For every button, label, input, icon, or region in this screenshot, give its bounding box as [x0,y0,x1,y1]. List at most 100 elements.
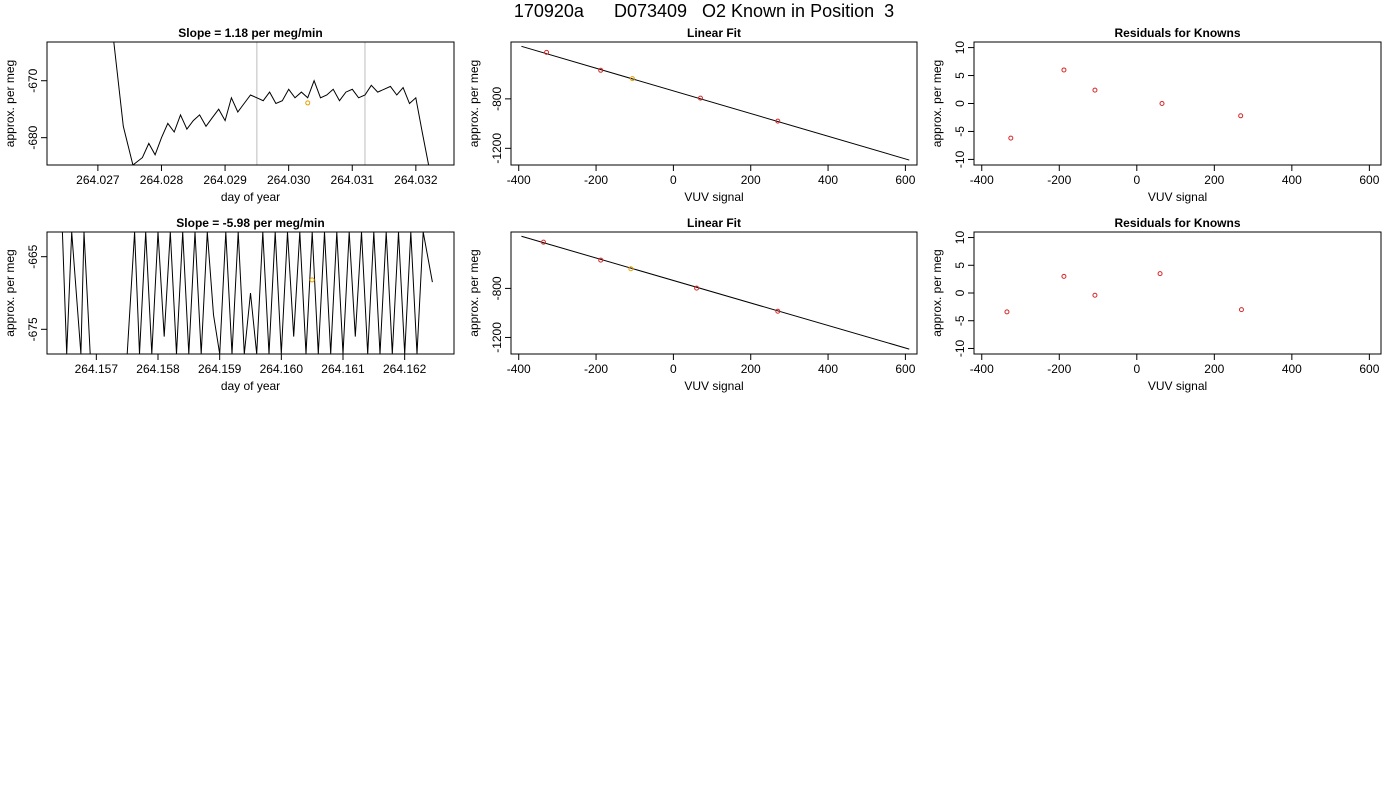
data-point [1004,309,1010,315]
y-tick-label: -800 [490,87,504,111]
panel-residuals-1: Residuals for Knowns VUV signal approx. pe… [930,26,1382,204]
x-tick-label: 400 [818,173,838,187]
plot-frame [46,231,455,355]
data-point [1092,87,1098,93]
y-axis-label: approx. per meg [467,249,481,336]
x-tick-label: 0 [1133,173,1140,187]
panel-title: Residuals for Knowns [1114,26,1240,40]
x-tick-label: 600 [895,362,915,376]
x-axis-label: day of year [221,190,280,204]
data-point [1159,101,1165,106]
panel-title: Slope = 1.18 per meg/min [178,26,322,40]
data-point [544,49,550,55]
fit-line [521,235,910,350]
y-tick-label: 0 [953,289,967,296]
panel-residuals-2: Residuals for Knowns VUV signal approx. pe… [930,216,1382,393]
x-tick-label: 600 [895,173,915,187]
panel-title: Residuals for Knowns [1114,216,1240,230]
x-tick-label: 264.030 [267,173,311,187]
panel-raw-trace-1: Slope = 1.18 per meg/min day of year appro… [3,26,455,204]
x-axis-label: VUV signal [684,379,743,393]
x-axis-label: VUV signal [1148,379,1207,393]
y-axis-label: approx. per meg [930,60,944,147]
y-tick-label: 5 [953,72,967,79]
x-tick-label: 264.028 [140,173,184,187]
y-tick-label: -5 [953,126,967,137]
mean-marker [305,100,311,106]
y-tick-label: -665 [26,244,40,268]
x-tick-label: 200 [741,362,761,376]
x-tick-label: 264.160 [260,362,304,376]
data-trace [113,42,430,165]
y-tick-label: -800 [490,276,504,300]
mean-marker [309,277,315,283]
data-point [1061,273,1067,279]
x-tick-label: 0 [670,362,677,376]
x-axis-label: VUV signal [1148,190,1207,204]
x-tick-label: 0 [1133,362,1140,376]
data-point [1238,307,1244,313]
data-point [775,308,781,314]
data-point [540,239,546,245]
data-point [1092,292,1098,298]
data-point [1008,135,1014,141]
plot-frame [46,41,455,166]
y-axis-label: approx. per meg [3,249,17,336]
x-axis-label: VUV signal [684,190,743,204]
x-tick-label: -200 [584,173,608,187]
page-title: 170920a D073409 O2 Known in Position 3 [513,1,895,21]
y-tick-label: 0 [953,100,967,107]
fit-line [521,45,910,161]
plot-frame [510,231,918,355]
data-point [598,257,604,263]
x-tick-label: 200 [741,173,761,187]
y-axis-label: approx. per meg [930,249,944,336]
data-trace [61,232,433,354]
data-point [629,76,635,82]
x-tick-label: 600 [1359,173,1379,187]
y-tick-label: -670 [26,68,40,92]
x-tick-label: -400 [507,362,531,376]
x-tick-label: 400 [1282,173,1302,187]
x-axis-label: day of year [221,379,280,393]
panel-title: Linear Fit [687,26,741,40]
x-tick-label: 200 [1204,362,1224,376]
data-point [1157,271,1163,277]
y-tick-label: -680 [26,125,40,149]
y-tick-label: -10 [953,150,967,168]
panel-raw-trace-2: Slope = -5.98 per meg/min day of year appr… [3,216,455,393]
x-tick-label: 264.157 [75,362,119,376]
x-tick-label: 264.027 [76,173,120,187]
y-tick-label: -5 [953,315,967,326]
panel-title: Linear Fit [687,216,741,230]
x-tick-label: 400 [1282,362,1302,376]
x-tick-label: 600 [1359,362,1379,376]
data-point [1061,67,1067,73]
data-point [775,118,781,124]
data-point [598,67,604,73]
x-tick-label: 264.029 [203,173,247,187]
plot-frame [973,231,1382,355]
data-point [1238,113,1244,119]
y-tick-label: -1200 [490,133,504,164]
y-tick-label: 10 [953,231,967,245]
y-axis-label: approx. per meg [3,60,17,147]
x-tick-label: 264.161 [321,362,365,376]
y-tick-label: -10 [953,339,967,357]
data-point [694,285,700,291]
y-tick-label: 10 [953,41,967,55]
y-tick-label: -675 [26,317,40,341]
x-tick-label: -200 [1047,362,1071,376]
x-tick-label: 400 [818,362,838,376]
x-tick-label: 264.032 [394,173,438,187]
plot-frame [510,41,918,166]
plot-frame [973,41,1382,166]
x-tick-label: 200 [1204,173,1224,187]
x-tick-label: -400 [970,362,994,376]
x-tick-label: 264.031 [331,173,375,187]
x-tick-label: 264.159 [198,362,242,376]
y-tick-label: -1200 [490,322,504,353]
